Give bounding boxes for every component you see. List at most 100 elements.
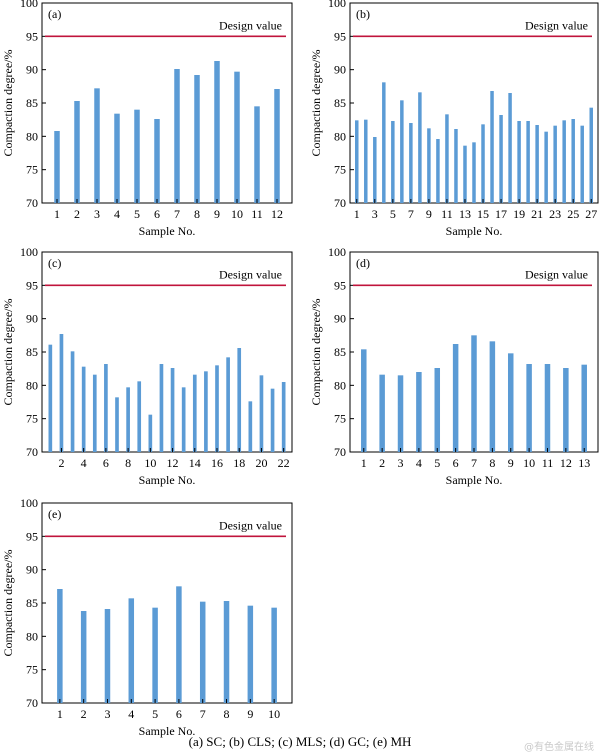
bar <box>114 113 120 203</box>
bar <box>436 139 440 203</box>
bar <box>174 69 180 203</box>
bar <box>137 381 142 452</box>
y-tick-label: 85 <box>26 96 38 110</box>
x-tick-label: 27 <box>585 207 597 221</box>
x-tick-label: 3 <box>398 456 404 470</box>
y-tick-label: 100 <box>20 0 38 10</box>
x-tick-label: 16 <box>211 456 223 470</box>
bar <box>391 121 395 203</box>
y-tick-label: 80 <box>334 378 346 392</box>
y-tick-label: 75 <box>26 663 38 677</box>
bar <box>70 351 75 452</box>
chart-panel: 70 75 80 85 90 95 100 1 2 3 4 5 6 7 8 9 10 Design value (e… <box>1 496 293 738</box>
y-tick-label: 100 <box>328 0 346 10</box>
x-tick-label: 14 <box>189 456 201 470</box>
bar <box>194 75 200 203</box>
bar <box>427 128 431 203</box>
y-tick-label: 70 <box>334 445 346 459</box>
bar <box>248 401 253 452</box>
x-tick-label: 10 <box>144 456 156 470</box>
bar <box>148 414 153 452</box>
x-tick-label: 9 <box>508 456 514 470</box>
y-axis-title: Compaction degree/% <box>309 299 323 406</box>
panel-label: (e) <box>48 507 61 521</box>
bar <box>176 586 182 703</box>
bar <box>59 334 64 452</box>
bar <box>181 387 186 452</box>
x-tick-label: 11 <box>441 207 453 221</box>
x-tick-label: 3 <box>104 707 110 721</box>
bar <box>57 589 63 703</box>
y-tick-label: 95 <box>26 529 38 543</box>
bar <box>373 137 377 203</box>
x-tick-label: 3 <box>372 207 378 221</box>
x-axis-title: Sample No. <box>139 724 196 738</box>
y-axis-title: Compaction degree/% <box>309 50 323 157</box>
x-tick-label: 1 <box>54 207 60 221</box>
x-tick-label: 9 <box>426 207 432 221</box>
x-tick-label: 7 <box>408 207 414 221</box>
figure-caption: (a) SC; (b) CLS; (c) MLS; (d) GC; (e) MH <box>188 734 412 749</box>
bar <box>271 607 277 703</box>
y-tick-label: 75 <box>26 412 38 426</box>
design-value-label: Design value <box>219 267 282 281</box>
bar <box>409 123 413 203</box>
chart-panel: 70 75 80 85 90 95 100 2 4 6 8 10 12 14 16 18 20 22 Design … <box>1 245 293 487</box>
x-tick-label: 6 <box>103 456 109 470</box>
panel-label: (a) <box>48 7 61 21</box>
y-tick-label: 80 <box>26 629 38 643</box>
x-tick-label: 1 <box>361 456 367 470</box>
x-tick-label: 8 <box>224 707 230 721</box>
x-tick-label: 6 <box>154 207 160 221</box>
panel-label: (b) <box>356 7 370 21</box>
y-tick-label: 75 <box>334 412 346 426</box>
bar <box>544 131 548 203</box>
x-tick-label: 2 <box>74 207 80 221</box>
bar <box>115 397 119 452</box>
y-tick-label: 80 <box>26 129 38 143</box>
bar <box>472 142 476 203</box>
x-tick-label: 2 <box>81 707 87 721</box>
x-axis-title: Sample No. <box>139 224 196 238</box>
y-axis-title: Compaction degree/% <box>1 299 15 406</box>
x-tick-label: 10 <box>523 456 535 470</box>
x-tick-label: 6 <box>176 707 182 721</box>
bar <box>204 371 208 452</box>
x-tick-label: 1 <box>57 707 63 721</box>
x-tick-label: 23 <box>549 207 561 221</box>
bar <box>92 374 97 452</box>
bar <box>562 120 566 203</box>
x-tick-label: 5 <box>434 456 440 470</box>
bar <box>355 120 359 203</box>
bar <box>452 344 459 452</box>
bar <box>81 366 86 452</box>
bar <box>192 374 197 452</box>
y-tick-label: 80 <box>26 378 38 392</box>
y-tick-label: 90 <box>334 312 346 326</box>
bar <box>379 374 385 452</box>
bar <box>526 364 532 452</box>
watermark: @有色金属在线 <box>524 742 594 753</box>
x-tick-label: 4 <box>128 707 134 721</box>
bar <box>507 353 514 452</box>
y-tick-label: 90 <box>26 63 38 77</box>
y-tick-label: 95 <box>334 29 346 43</box>
bar <box>154 119 160 203</box>
bar <box>48 344 53 452</box>
x-tick-label: 9 <box>214 207 220 221</box>
x-tick-label: 11 <box>251 207 263 221</box>
bar <box>489 341 496 452</box>
x-tick-label: 6 <box>453 456 459 470</box>
x-tick-label: 2 <box>58 456 64 470</box>
x-tick-label: 13 <box>459 207 471 221</box>
y-tick-label: 90 <box>26 312 38 326</box>
x-tick-label: 25 <box>567 207 579 221</box>
x-tick-label: 3 <box>94 207 100 221</box>
bar <box>104 364 108 452</box>
y-tick-label: 90 <box>334 63 346 77</box>
y-tick-label: 85 <box>334 96 346 110</box>
bar <box>234 71 240 204</box>
bar <box>247 605 254 703</box>
